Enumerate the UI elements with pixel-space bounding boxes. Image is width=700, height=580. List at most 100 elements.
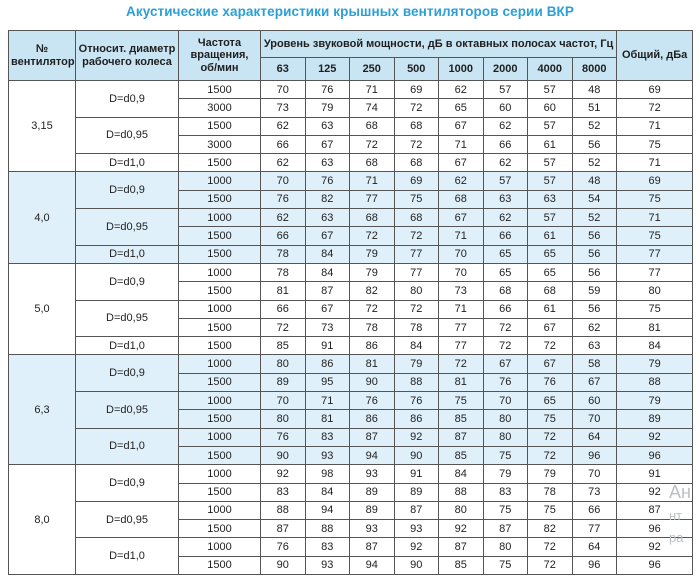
diameter-cell: D=d0,9 [75, 80, 179, 118]
total-cell: 96 [616, 445, 694, 466]
level-cell: 77 [393, 262, 439, 283]
level-cell: 77 [393, 244, 439, 264]
level-cell: 67 [482, 354, 528, 374]
diameter-cell: D=d0,95 [75, 391, 179, 429]
speed-cell: 1000 [178, 537, 261, 557]
level-cell: 73 [260, 98, 306, 118]
level-cell: 88 [304, 519, 350, 539]
header-freq-4000: 4000 [527, 57, 573, 81]
diameter-cell: D=d1,0 [75, 427, 179, 466]
level-cell: 85 [438, 409, 484, 429]
level-cell: 57 [527, 116, 573, 136]
level-cell: 80 [393, 281, 439, 301]
table-row: 1500 72 73 78 78 77 72 67 62 81 [9, 317, 694, 338]
total-cell: 92 [616, 427, 694, 447]
level-cell: 76 [393, 391, 439, 411]
level-cell: 87 [304, 281, 350, 301]
level-cell: 67 [438, 208, 484, 228]
level-cell: 89 [260, 372, 306, 393]
header-freq-63: 63 [260, 57, 306, 81]
table-row: D=d0,95 1000 62 63 68 68 67 62 57 52 71 [9, 208, 694, 246]
level-cell: 86 [304, 354, 350, 374]
level-cell: 78 [260, 262, 306, 283]
level-cell: 88 [393, 372, 439, 393]
watermark: Ан нт ра [669, 483, 700, 544]
level-cell: 52 [571, 116, 618, 136]
level-cell: 65 [482, 244, 528, 264]
level-cell: 83 [260, 482, 306, 502]
level-cell: 54 [571, 189, 618, 210]
table-row: 1500 66 67 72 72 71 66 61 56 75 [9, 226, 694, 246]
level-cell: 80 [482, 537, 528, 557]
watermark-line: Ан [669, 482, 691, 502]
level-cell: 71 [438, 134, 484, 155]
level-cell: 70 [260, 391, 306, 411]
level-cell: 77 [438, 317, 484, 338]
level-cell: 89 [349, 482, 395, 502]
diameter-cell: D=d0,95 [75, 116, 179, 155]
speed-cell: 1500 [178, 372, 261, 393]
speed-cell: 1500 [178, 409, 261, 429]
total-cell: 92 [616, 537, 694, 557]
table-row: 8,0 D=d0,9 1000 92 98 93 91 84 79 79 70 91 [8, 464, 694, 576]
level-cell: 67 [527, 354, 573, 374]
level-cell: 94 [349, 445, 395, 466]
level-cell: 65 [482, 262, 528, 283]
level-cell: 65 [527, 244, 573, 264]
total-cell: 96 [616, 555, 694, 576]
fan-number-cell: 5,0 [8, 262, 76, 356]
level-cell: 76 [260, 427, 306, 447]
level-cell: 84 [304, 244, 350, 264]
level-cell: 79 [349, 244, 395, 264]
level-cell: 67 [304, 299, 350, 319]
level-cell: 90 [260, 445, 306, 466]
level-cell: 79 [527, 464, 573, 484]
level-cell: 70 [260, 79, 306, 100]
table-row: D=d1,0 1500 85 91 86 84 77 72 72 63 84 [9, 336, 694, 356]
speed-cell: 1500 [178, 79, 261, 100]
level-cell: 71 [438, 299, 484, 319]
total-cell: 72 [616, 98, 694, 118]
level-cell: 52 [571, 208, 618, 228]
level-cell: 59 [571, 281, 618, 301]
level-cell: 62 [260, 116, 306, 136]
level-cell: 72 [527, 445, 573, 466]
total-cell: 75 [616, 299, 694, 319]
level-cell: 78 [260, 244, 306, 264]
level-cell: 87 [349, 537, 395, 557]
watermark-line: нт [669, 508, 683, 523]
level-cell: 93 [393, 519, 439, 539]
page-title: Акустические характеристики крышных вент… [125, 4, 574, 19]
level-cell: 71 [349, 171, 395, 191]
level-cell: 60 [571, 391, 618, 411]
level-cell: 79 [304, 98, 350, 118]
table-row: 1500 76 82 77 75 68 63 63 54 75 [9, 189, 694, 210]
header-freq-8000: 8000 [571, 57, 618, 81]
table-row: D=d1,0 1500 78 84 79 77 70 65 65 56 77 [9, 244, 694, 264]
level-cell: 94 [304, 500, 350, 521]
header-fan-number: № вентилятора [8, 30, 76, 81]
level-cell: 62 [482, 116, 528, 136]
level-cell: 80 [482, 427, 528, 447]
level-cell: 90 [260, 555, 306, 576]
table-row: D=d0,95 1000 70 71 76 76 75 70 65 60 79 [9, 391, 694, 429]
level-cell: 83 [304, 427, 350, 447]
level-cell: 58 [571, 354, 618, 374]
level-cell: 62 [438, 79, 484, 100]
level-cell: 86 [349, 409, 395, 429]
total-cell: 69 [616, 171, 694, 191]
level-cell: 56 [571, 262, 618, 283]
diameter-cell: D=d0,9 [75, 262, 179, 301]
level-cell: 89 [349, 500, 395, 521]
total-cell: 71 [616, 116, 694, 136]
level-cell: 67 [304, 226, 350, 246]
level-cell: 74 [349, 98, 395, 118]
level-cell: 92 [438, 519, 484, 539]
table-row: 3000 73 79 74 72 65 60 60 51 72 [9, 98, 694, 118]
fan-number-cell: 4,0 [8, 171, 76, 264]
level-cell: 61 [527, 134, 573, 155]
total-cell: 92 [616, 482, 694, 502]
level-cell: 66 [482, 226, 528, 246]
level-cell: 90 [349, 372, 395, 393]
level-cell: 87 [438, 537, 484, 557]
